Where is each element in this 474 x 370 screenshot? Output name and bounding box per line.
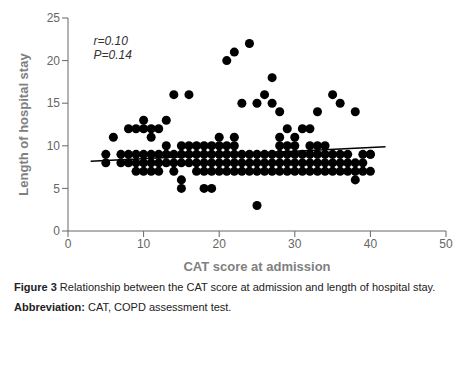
svg-text:10: 10 (47, 139, 61, 153)
svg-text:r=0.10P=0.14: r=0.10P=0.14 (93, 34, 132, 62)
svg-text:CAT score at admission: CAT score at admission (183, 259, 330, 274)
svg-text:10: 10 (137, 237, 151, 251)
svg-text:5: 5 (53, 182, 60, 196)
svg-text:20: 20 (213, 237, 227, 251)
svg-text:25: 25 (47, 11, 61, 25)
svg-text:Length of hospital stay: Length of hospital stay (16, 53, 31, 196)
html-text:Abbreviation: CAT, COPD assess: Abbreviation: CAT, COPD assessment test. (14, 301, 232, 313)
svg-text:15: 15 (47, 96, 61, 110)
svg-text:0: 0 (65, 237, 72, 251)
svg-text:40: 40 (364, 237, 378, 251)
svg-text:50: 50 (439, 237, 453, 251)
svg-text:30: 30 (288, 237, 302, 251)
html-text:Figure 3 Relationship between: Figure 3 Relationship between the CAT sc… (14, 281, 436, 293)
svg-text:0: 0 (53, 224, 60, 238)
svg-text:20: 20 (47, 54, 61, 68)
